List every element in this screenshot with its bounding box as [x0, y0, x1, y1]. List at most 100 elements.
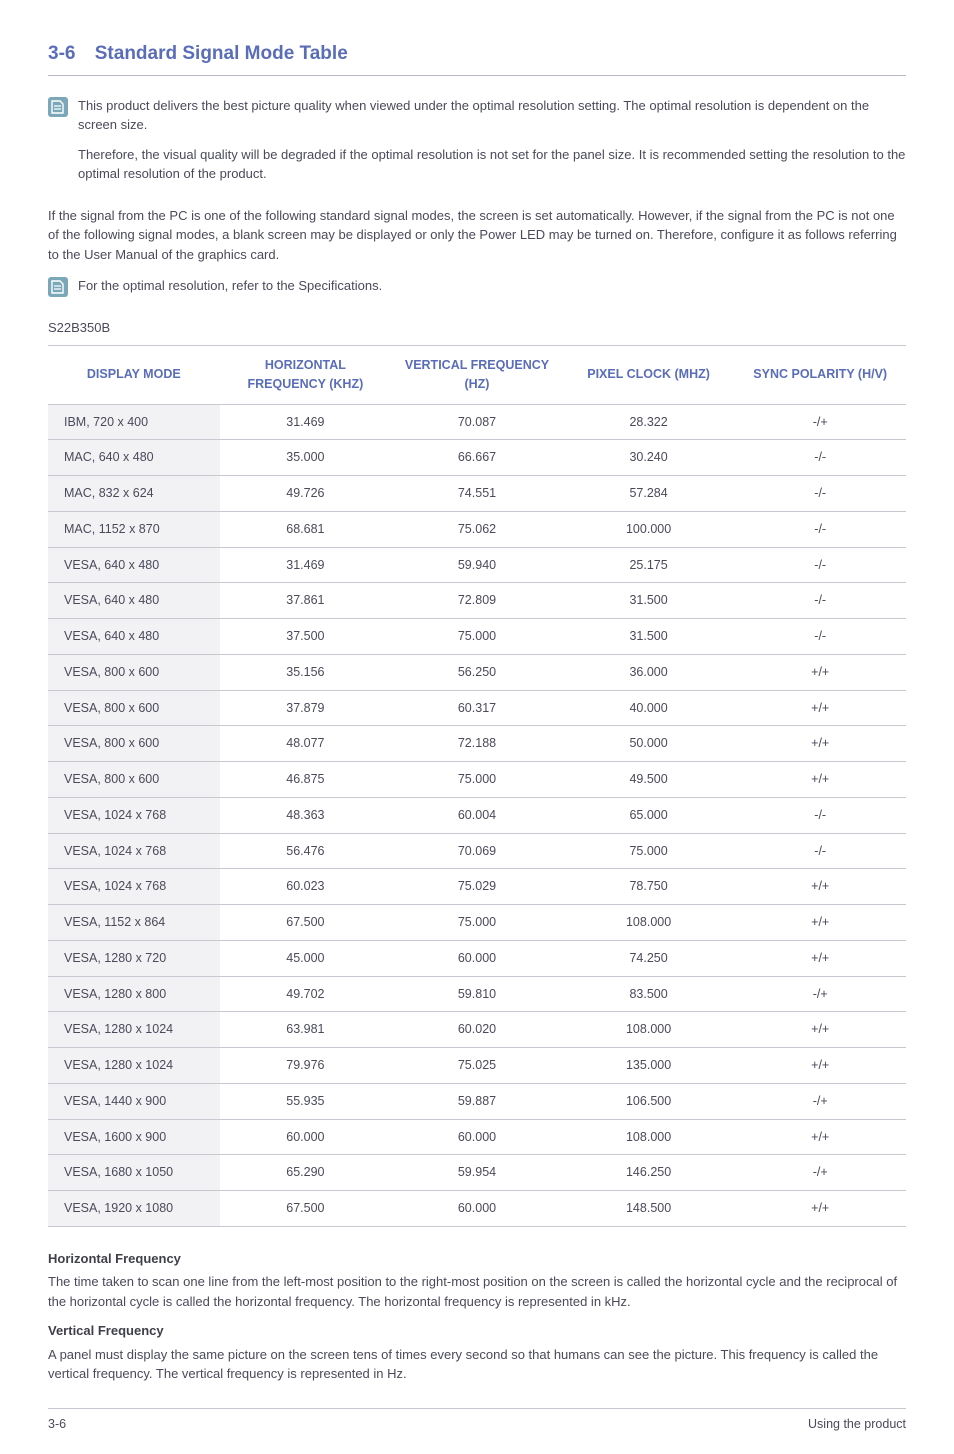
table-row: VESA, 800 x 60048.07772.18850.000+/+ — [48, 726, 906, 762]
table-cell: -/+ — [734, 1155, 906, 1191]
model-label: S22B350B — [48, 318, 906, 338]
table-cell: -/- — [734, 547, 906, 583]
table-cell: 37.861 — [220, 583, 392, 619]
table-cell: +/+ — [734, 940, 906, 976]
table-cell: VESA, 1280 x 720 — [48, 940, 220, 976]
table-cell: VESA, 1024 x 768 — [48, 797, 220, 833]
table-cell: 40.000 — [563, 690, 735, 726]
table-cell: 30.240 — [563, 440, 735, 476]
table-cell: MAC, 1152 x 870 — [48, 511, 220, 547]
table-cell: 108.000 — [563, 1012, 735, 1048]
table-cell: 25.175 — [563, 547, 735, 583]
table-cell: 59.954 — [391, 1155, 563, 1191]
table-cell: VESA, 1280 x 800 — [48, 976, 220, 1012]
table-cell: 108.000 — [563, 1119, 735, 1155]
table-row: VESA, 1280 x 102463.98160.020108.000+/+ — [48, 1012, 906, 1048]
table-row: MAC, 832 x 62449.72674.55157.284-/- — [48, 476, 906, 512]
table-cell: VESA, 1600 x 900 — [48, 1119, 220, 1155]
table-cell: 48.077 — [220, 726, 392, 762]
table-cell: 59.940 — [391, 547, 563, 583]
table-cell: VESA, 800 x 600 — [48, 654, 220, 690]
table-cell: 100.000 — [563, 511, 735, 547]
table-cell: 48.363 — [220, 797, 392, 833]
note-text-group: For the optimal resolution, refer to the… — [78, 276, 382, 306]
table-cell: 50.000 — [563, 726, 735, 762]
table-cell: +/+ — [734, 1012, 906, 1048]
table-cell: 45.000 — [220, 940, 392, 976]
table-row: VESA, 1280 x 102479.97675.025135.000+/+ — [48, 1048, 906, 1084]
table-cell: 59.810 — [391, 976, 563, 1012]
table-cell: 66.667 — [391, 440, 563, 476]
col-header: VERTICAL FREQUENCY (HZ) — [391, 346, 563, 405]
col-header: DISPLAY MODE — [48, 346, 220, 405]
table-cell: VESA, 1920 x 1080 — [48, 1191, 220, 1227]
table-cell: MAC, 832 x 624 — [48, 476, 220, 512]
table-cell: 65.000 — [563, 797, 735, 833]
footer-right: Using the product — [808, 1415, 906, 1434]
footer-left: 3-6 — [48, 1415, 66, 1434]
table-row: VESA, 1280 x 72045.00060.00074.250+/+ — [48, 940, 906, 976]
table-cell: 35.156 — [220, 654, 392, 690]
table-cell: 31.469 — [220, 404, 392, 440]
definition-text: The time taken to scan one line from the… — [48, 1272, 906, 1311]
table-cell: 70.087 — [391, 404, 563, 440]
table-cell: VESA, 800 x 600 — [48, 726, 220, 762]
table-cell: 74.250 — [563, 940, 735, 976]
table-cell: 65.290 — [220, 1155, 392, 1191]
table-cell: VESA, 1024 x 768 — [48, 869, 220, 905]
signal-mode-table: DISPLAY MODE HORIZONTAL FREQUENCY (KHZ) … — [48, 345, 906, 1227]
table-cell: -/- — [734, 583, 906, 619]
table-cell: +/+ — [734, 762, 906, 798]
table-row: VESA, 1920 x 108067.50060.000148.500+/+ — [48, 1191, 906, 1227]
table-cell: 31.500 — [563, 583, 735, 619]
table-cell: 75.000 — [391, 762, 563, 798]
table-cell: 72.188 — [391, 726, 563, 762]
table-cell: 37.500 — [220, 619, 392, 655]
body-paragraph: If the signal from the PC is one of the … — [48, 206, 906, 265]
table-cell: 60.020 — [391, 1012, 563, 1048]
table-cell: 75.029 — [391, 869, 563, 905]
table-cell: 72.809 — [391, 583, 563, 619]
table-cell: +/+ — [734, 1191, 906, 1227]
table-cell: 35.000 — [220, 440, 392, 476]
table-cell: 75.000 — [563, 833, 735, 869]
note-icon — [48, 97, 68, 117]
table-cell: +/+ — [734, 654, 906, 690]
table-cell: 60.000 — [391, 1119, 563, 1155]
table-row: VESA, 1680 x 105065.29059.954146.250-/+ — [48, 1155, 906, 1191]
table-cell: 75.000 — [391, 905, 563, 941]
table-cell: 135.000 — [563, 1048, 735, 1084]
note-text-group: This product delivers the best picture q… — [78, 96, 906, 194]
table-cell: 67.500 — [220, 905, 392, 941]
table-row: MAC, 640 x 48035.00066.66730.240-/- — [48, 440, 906, 476]
table-cell: 60.000 — [391, 940, 563, 976]
table-cell: MAC, 640 x 480 — [48, 440, 220, 476]
table-cell: 146.250 — [563, 1155, 735, 1191]
table-cell: +/+ — [734, 869, 906, 905]
table-row: VESA, 1440 x 90055.93559.887106.500-/+ — [48, 1083, 906, 1119]
table-row: VESA, 1152 x 86467.50075.000108.000+/+ — [48, 905, 906, 941]
table-cell: 148.500 — [563, 1191, 735, 1227]
table-cell: 70.069 — [391, 833, 563, 869]
table-cell: 63.981 — [220, 1012, 392, 1048]
section-heading: 3-6 Standard Signal Mode Table — [48, 40, 906, 76]
note-paragraph: For the optimal resolution, refer to the… — [78, 276, 382, 296]
table-cell: 56.250 — [391, 654, 563, 690]
col-header: SYNC POLARITY (H/V) — [734, 346, 906, 405]
table-cell: 57.284 — [563, 476, 735, 512]
table-row: IBM, 720 x 40031.46970.08728.322-/+ — [48, 404, 906, 440]
table-cell: 75.025 — [391, 1048, 563, 1084]
table-row: VESA, 1024 x 76848.36360.00465.000-/- — [48, 797, 906, 833]
table-cell: 60.000 — [391, 1191, 563, 1227]
table-row: VESA, 800 x 60037.87960.31740.000+/+ — [48, 690, 906, 726]
table-cell: 31.469 — [220, 547, 392, 583]
table-cell: 37.879 — [220, 690, 392, 726]
table-cell: -/- — [734, 619, 906, 655]
table-cell: 106.500 — [563, 1083, 735, 1119]
table-cell: -/+ — [734, 404, 906, 440]
table-row: VESA, 800 x 60035.15656.25036.000+/+ — [48, 654, 906, 690]
table-cell: 46.875 — [220, 762, 392, 798]
table-cell: VESA, 640 x 480 — [48, 547, 220, 583]
table-cell: 83.500 — [563, 976, 735, 1012]
table-cell: VESA, 1280 x 1024 — [48, 1048, 220, 1084]
